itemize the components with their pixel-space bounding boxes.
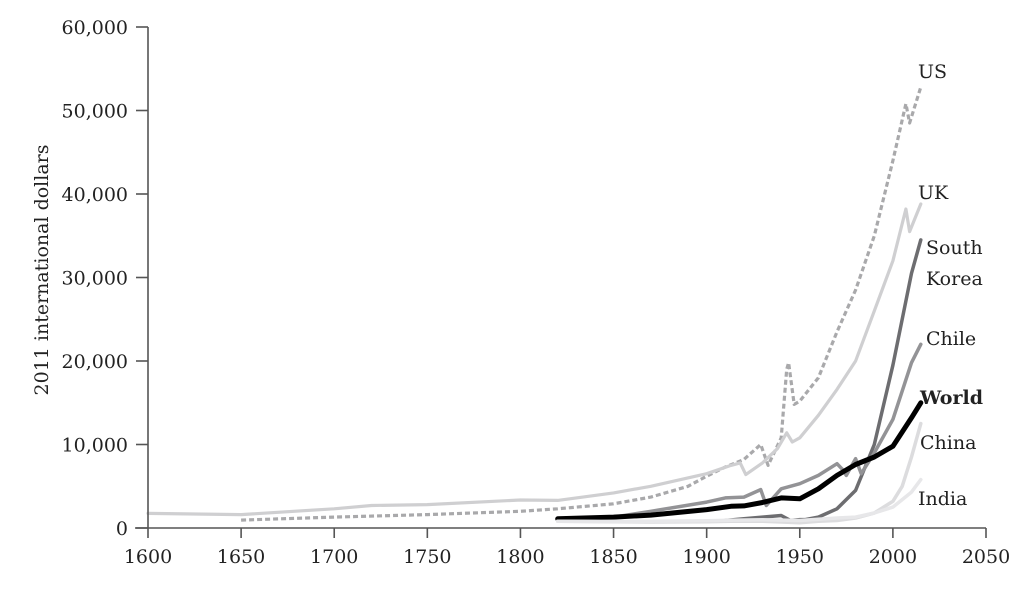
series-label-india: India <box>918 488 967 510</box>
y-tick-label: 50,000 <box>62 101 128 123</box>
series-label-uk: UK <box>918 182 949 204</box>
x-tick-label: 1750 <box>403 546 451 568</box>
ticks-layer: 1600 1650 1700 1750 1800 1850 1900 1950 2000 2050… <box>62 17 1011 568</box>
series-label-world: World <box>919 387 983 409</box>
y-axis-title: 2011 international dollars <box>31 145 53 396</box>
x-tick-label: 1800 <box>496 546 544 568</box>
x-tick-label: 1900 <box>682 546 730 568</box>
series-label-chile: Chile <box>926 328 976 350</box>
x-tick-label: 1950 <box>776 546 824 568</box>
series-line-world <box>555 400 924 522</box>
series-line-south-korea <box>723 238 923 523</box>
x-tick-label: 2000 <box>869 546 917 568</box>
series-line-uk <box>146 202 923 517</box>
series-label-south-korea-line2: Korea <box>926 268 983 290</box>
y-tick-label: 30,000 <box>62 268 128 290</box>
x-tick-label: 1650 <box>217 546 265 568</box>
x-tick-label: 1850 <box>589 546 637 568</box>
series-label-south-korea-line1: South <box>926 237 983 259</box>
x-tick-label: 1600 <box>124 546 172 568</box>
y-tick-label: 0 <box>116 518 128 540</box>
x-tick-label: 2050 <box>962 546 1010 568</box>
x-tick-label: 1700 <box>310 546 358 568</box>
series-line-india <box>555 477 923 524</box>
y-tick-label: 10,000 <box>62 435 128 457</box>
series-layer <box>146 86 924 525</box>
y-tick-label: 20,000 <box>62 351 128 373</box>
y-tick-label: 40,000 <box>62 184 128 206</box>
series-label-us: US <box>918 61 947 83</box>
series-label-china: China <box>920 432 976 454</box>
y-tick-label: 60,000 <box>62 17 128 39</box>
series-line-us <box>241 86 923 522</box>
